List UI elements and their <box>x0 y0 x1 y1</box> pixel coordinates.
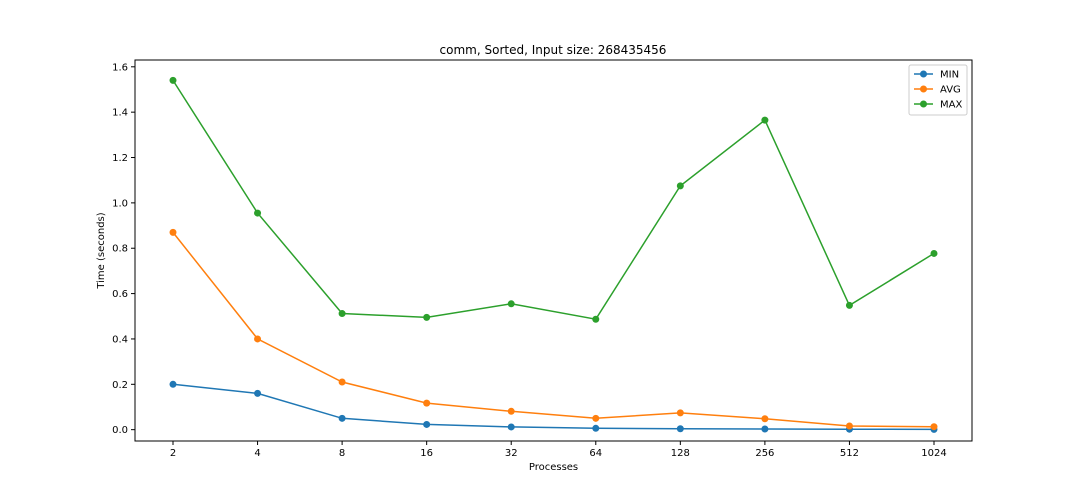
x-axis-label: Processes <box>529 462 578 473</box>
series-line-avg <box>172 231 935 428</box>
y-tick-label: 0.2 <box>112 380 128 391</box>
x-tick-label: 128 <box>671 448 690 459</box>
data-point-max <box>169 76 177 84</box>
data-point-avg <box>761 415 769 423</box>
data-point-max <box>592 315 600 323</box>
y-tick-label: 0.8 <box>112 244 128 255</box>
data-point-max <box>507 300 515 308</box>
data-point-max <box>338 310 346 318</box>
y-tick-label: 1.6 <box>112 62 128 73</box>
series-line-min <box>172 383 935 431</box>
y-tick-label: 1.2 <box>112 153 128 164</box>
x-tick-label: 256 <box>755 448 774 459</box>
x-tick-label: 2 <box>170 448 176 459</box>
data-point-avg <box>169 228 177 236</box>
data-point-min <box>507 423 515 431</box>
data-point-min <box>423 420 431 428</box>
x-tick-label: 64 <box>589 448 602 459</box>
data-point-min <box>676 425 684 433</box>
legend-marker-min <box>920 70 927 78</box>
data-point-max <box>254 209 262 217</box>
x-tick-label: 8 <box>339 448 345 459</box>
x-tick-label: 16 <box>420 448 433 459</box>
data-point-avg <box>676 409 684 417</box>
data-point-avg <box>592 414 600 422</box>
data-point-avg <box>507 407 515 415</box>
x-tick-label: 1024 <box>921 448 946 459</box>
legend-label-avg: AVG <box>940 85 961 96</box>
data-point-avg <box>930 423 938 431</box>
x-axis: 2 4 8 16 32 64 128 256 512 1024 <box>170 441 947 459</box>
x-tick-label: 4 <box>254 448 260 459</box>
data-point-avg <box>338 378 346 386</box>
data-point-max <box>761 116 769 124</box>
axes-frame <box>134 59 973 442</box>
data-point-max <box>423 313 431 321</box>
chart-title: comm, Sorted, Input size: 268435456 <box>440 43 667 57</box>
y-tick-label: 1.0 <box>112 198 128 209</box>
legend-label-max: MAX <box>940 100 962 111</box>
data-point-avg <box>423 399 431 407</box>
y-tick-label: 0.0 <box>112 425 128 436</box>
data-point-max <box>930 249 938 257</box>
y-tick-label: 0.4 <box>112 334 128 345</box>
x-tick-label: 32 <box>505 448 518 459</box>
legend: MIN AVG MAX <box>908 64 968 116</box>
data-point-min <box>592 424 600 432</box>
data-point-max <box>845 301 853 309</box>
data-point-avg <box>254 335 262 343</box>
y-tick-label: 1.4 <box>112 108 128 119</box>
data-point-min <box>254 389 262 397</box>
y-tick-label: 0.6 <box>112 289 128 300</box>
x-tick-label: 512 <box>840 448 859 459</box>
data-point-avg <box>845 422 853 430</box>
y-axis: 0.0 0.2 0.4 0.6 0.8 1.0 1.2 1.4 1.6 <box>112 62 135 436</box>
series-line-max <box>172 79 935 321</box>
legend-marker-avg <box>920 85 927 93</box>
plot-area <box>169 76 938 433</box>
data-point-min <box>169 380 177 388</box>
data-point-max <box>676 182 684 190</box>
data-point-min <box>761 425 769 433</box>
y-axis-label: Time (seconds) <box>96 212 107 289</box>
data-point-min <box>338 414 346 422</box>
legend-marker-max <box>920 100 927 108</box>
legend-label-min: MIN <box>940 70 959 81</box>
